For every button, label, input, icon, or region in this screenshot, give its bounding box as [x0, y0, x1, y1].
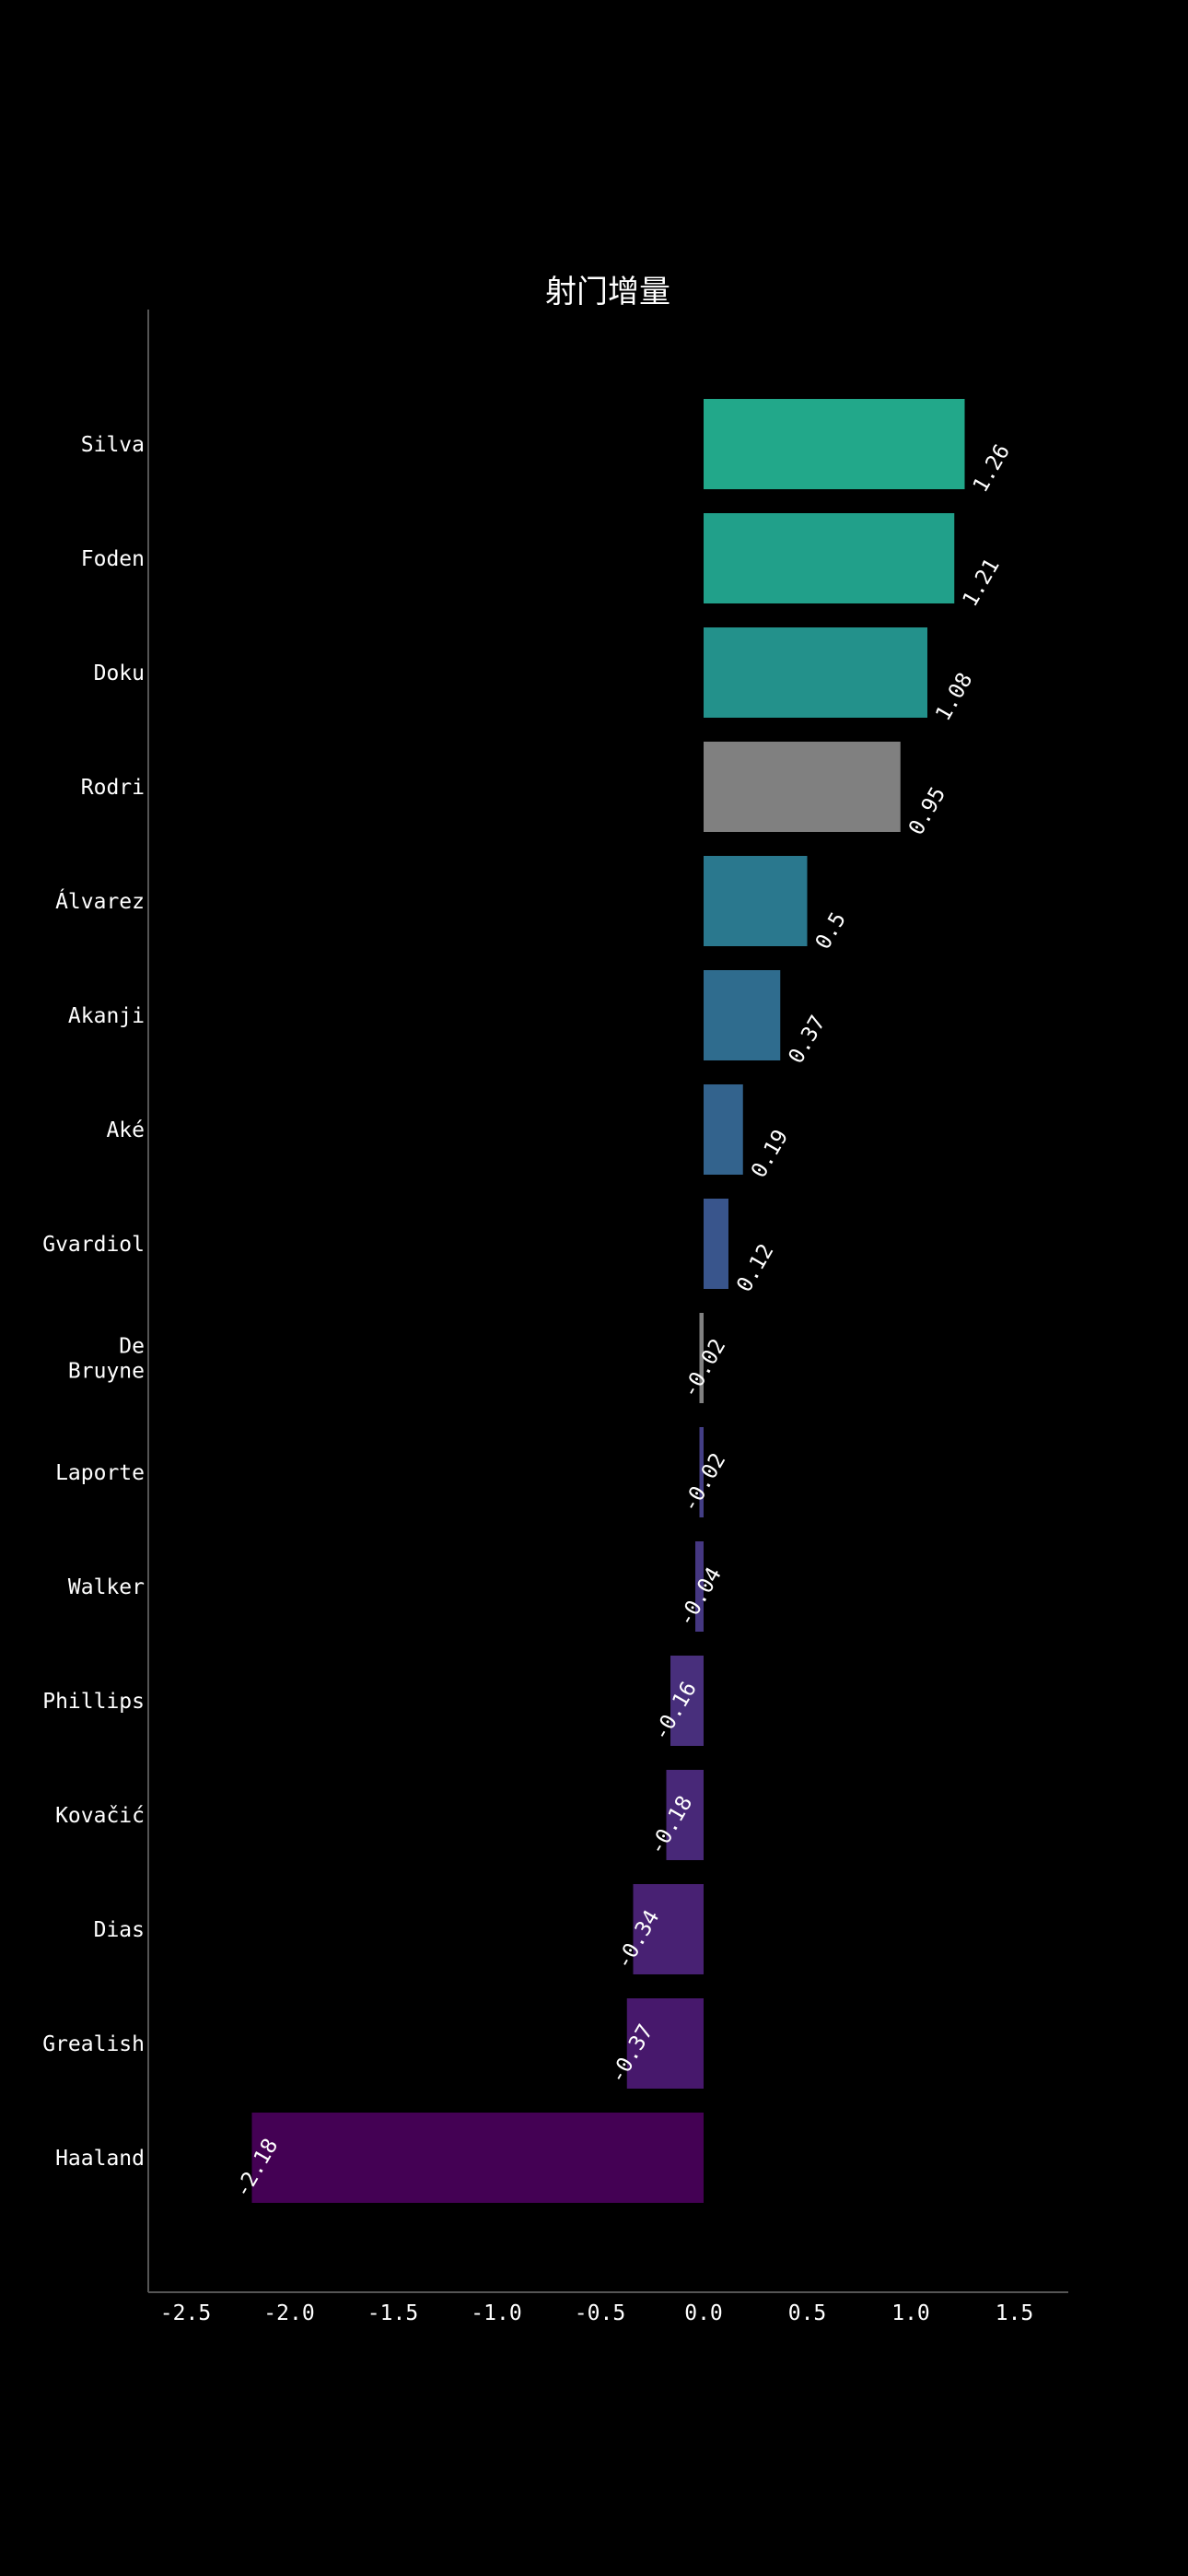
- bar-laporte: [699, 1427, 704, 1517]
- x-tick-label: 0.0: [684, 2301, 723, 2325]
- category-label: Aké: [106, 1118, 145, 1142]
- category-label: Dias: [94, 1918, 145, 1942]
- bar-akanji: [704, 970, 781, 1060]
- category-label: De Bruyne: [68, 1335, 145, 1384]
- bar-gvardiol: [704, 1199, 728, 1289]
- bar-phillips: [670, 1656, 704, 1746]
- bar-silva: [704, 399, 965, 489]
- category-label: Rodri: [81, 776, 145, 800]
- category-label: Grealish: [42, 2032, 145, 2056]
- x-tick-label: -0.5: [575, 2301, 625, 2325]
- bar-haaland: [251, 2113, 704, 2203]
- category-label: Silva: [81, 433, 145, 457]
- category-label: Laporte: [55, 1461, 145, 1485]
- bar-dias: [633, 1884, 704, 1974]
- x-tick-labels-layer: -2.5 -2.0 -1.5 -1.0 -0.5 0.0 0.5 1.0 1.5: [160, 2301, 1033, 2325]
- category-label: Kovačić: [55, 1804, 145, 1828]
- category-label: Walker: [68, 1575, 145, 1599]
- x-tick-label: -1.5: [367, 2301, 418, 2325]
- bar-walker: [695, 1541, 704, 1632]
- category-label: Álvarez: [55, 888, 145, 914]
- bar-álvarez: [704, 856, 808, 946]
- bar-aké: [704, 1084, 743, 1175]
- category-label: Akanji: [68, 1004, 145, 1028]
- x-tick-label: 1.0: [891, 2301, 930, 2325]
- category-labels-layer: Silva Foden Doku Rodri Álvarez Akanji Aké Gvard…: [42, 433, 145, 2171]
- x-tick-label: -2.0: [263, 2301, 314, 2325]
- x-tick-label: 1.5: [996, 2301, 1034, 2325]
- category-label: Phillips: [42, 1690, 145, 1714]
- x-tick-label: -1.0: [471, 2301, 521, 2325]
- category-label: Gvardiol: [42, 1233, 145, 1257]
- bar-de-bruyne: [699, 1313, 704, 1403]
- chart-title: 射门增量: [545, 274, 670, 310]
- x-tick-label: -2.5: [160, 2301, 211, 2325]
- bars-layer: [251, 399, 965, 2203]
- category-label: Haaland: [55, 2147, 145, 2171]
- category-label: Doku: [94, 662, 145, 685]
- bar-rodri: [704, 742, 901, 832]
- bar-kovačić: [666, 1770, 704, 1860]
- x-tick-label: 0.5: [788, 2301, 827, 2325]
- bar-doku: [704, 627, 927, 718]
- bar-grealish: [626, 1998, 704, 2089]
- bar-foden: [704, 513, 955, 603]
- category-label: Foden: [81, 547, 145, 571]
